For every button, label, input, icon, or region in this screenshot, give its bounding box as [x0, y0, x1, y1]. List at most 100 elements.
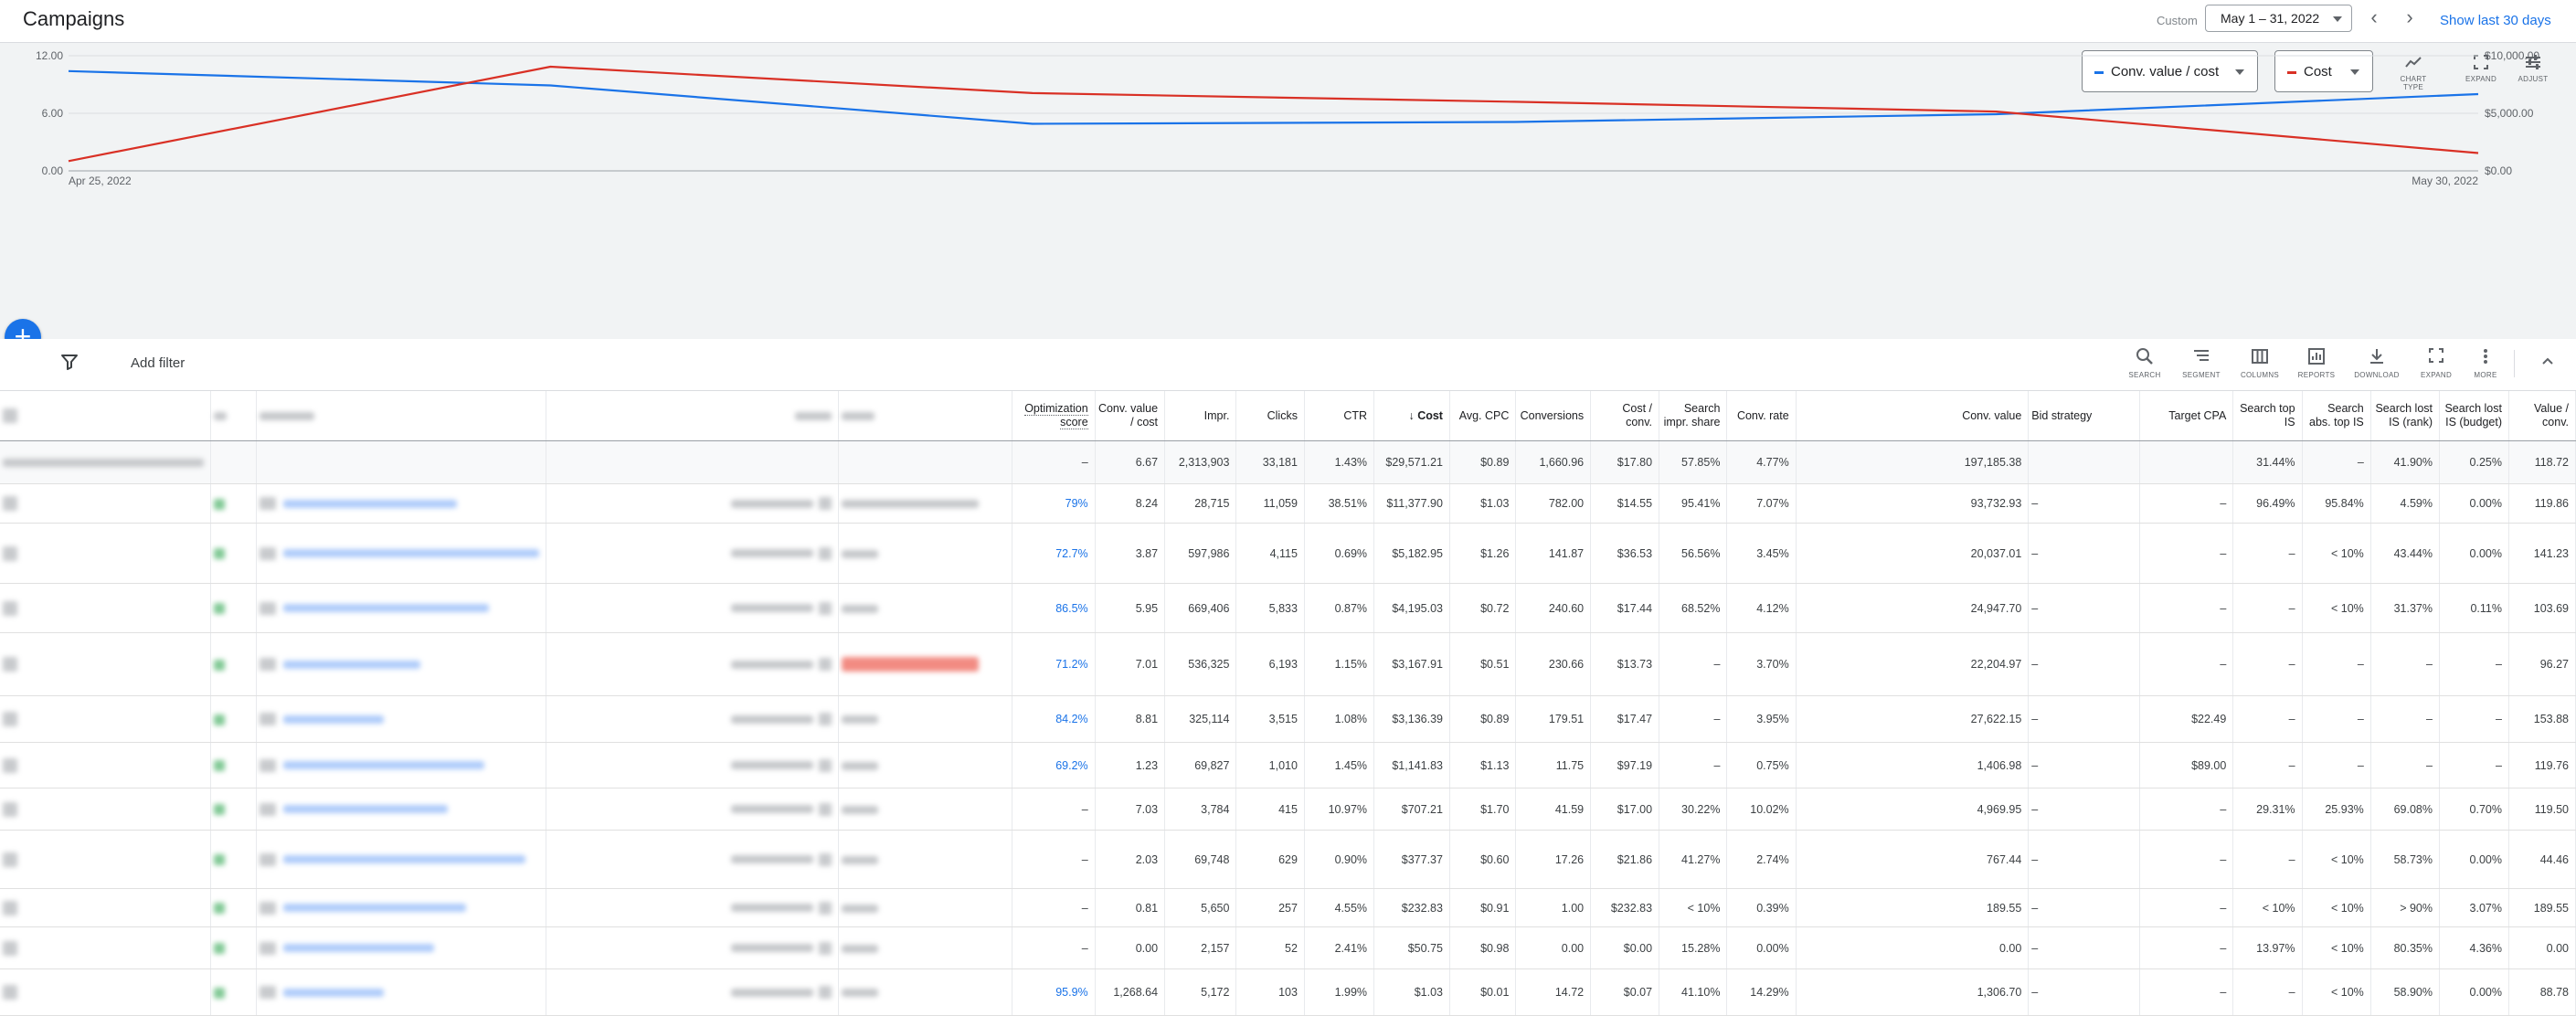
table-search-button[interactable]: SEARCH: [2119, 347, 2170, 379]
data-cell: –: [2233, 743, 2302, 788]
data-cell: 782.00: [1516, 484, 1591, 524]
campaign-name-cell[interactable]: [256, 927, 546, 969]
data-cell[interactable]: 84.2%: [1012, 696, 1095, 743]
column-header[interactable]: Clicks: [1236, 391, 1305, 441]
show-last-30-days-link[interactable]: Show last 30 days: [2440, 13, 2551, 28]
column-header[interactable]: CTR: [1304, 391, 1373, 441]
budget-header-cell[interactable]: [546, 391, 839, 441]
table-expand-button[interactable]: EXPAND: [2411, 347, 2462, 379]
data-cell: 0.00%: [2440, 969, 2509, 1016]
column-header[interactable]: Avg. CPC: [1449, 391, 1515, 441]
data-cell: 325,114: [1165, 696, 1236, 743]
column-header[interactable]: Target CPA: [2139, 391, 2232, 441]
campaign-name-cell[interactable]: [256, 743, 546, 788]
data-cell: 4.59%: [2370, 484, 2439, 524]
column-header[interactable]: Conv. value: [1796, 391, 2029, 441]
data-cell: 44.46: [2508, 831, 2575, 889]
campaign-name-cell[interactable]: [256, 969, 546, 1016]
column-header[interactable]: ↓ Cost: [1374, 391, 1450, 441]
row-checkbox-cell[interactable]: [0, 696, 211, 743]
left-axis-tick-label: 6.00: [42, 107, 64, 120]
column-header[interactable]: Conv. rate: [1727, 391, 1796, 441]
data-cell: –: [2440, 633, 2509, 696]
row-checkbox-cell[interactable]: [0, 524, 211, 584]
column-header[interactable]: Search impr. share: [1659, 391, 1727, 441]
row-checkbox-cell[interactable]: [0, 484, 211, 524]
column-header[interactable]: Search abs. top IS: [2302, 391, 2370, 441]
chevron-left-icon[interactable]: ‹: [2364, 7, 2384, 29]
column-header[interactable]: Bid strategy: [2029, 391, 2140, 441]
row-checkbox-cell[interactable]: [0, 831, 211, 889]
data-cell: 88.78: [2508, 969, 2575, 1016]
column-header[interactable]: Conv. value / cost: [1095, 391, 1164, 441]
row-checkbox-cell[interactable]: [0, 743, 211, 788]
data-cell: 0.00: [1095, 927, 1164, 969]
data-cell[interactable]: 71.2%: [1012, 633, 1095, 696]
row-checkbox-cell[interactable]: [0, 889, 211, 927]
campaign-name-cell[interactable]: [256, 524, 546, 584]
column-header[interactable]: Search lost IS (rank): [2370, 391, 2439, 441]
column-header[interactable]: Value / conv.: [2508, 391, 2575, 441]
row-checkbox-cell[interactable]: [0, 788, 211, 831]
total-label-cell[interactable]: [0, 441, 211, 484]
campaign-name-cell[interactable]: [256, 889, 546, 927]
filter-icon[interactable]: [60, 353, 80, 373]
row-checkbox-cell[interactable]: [0, 969, 211, 1016]
data-cell[interactable]: 69.2%: [1012, 743, 1095, 788]
column-header[interactable]: Search top IS: [2233, 391, 2302, 441]
row-checkbox-cell[interactable]: [0, 584, 211, 633]
campaign-name-cell[interactable]: [256, 831, 546, 889]
campaign-name-cell[interactable]: [256, 584, 546, 633]
chevron-right-icon[interactable]: ›: [2400, 7, 2420, 29]
data-cell: 257: [1236, 889, 1305, 927]
table-reports-button[interactable]: REPORTS: [2291, 347, 2342, 379]
date-range-picker[interactable]: May 1 – 31, 2022: [2205, 5, 2352, 32]
chevron-up-icon[interactable]: [2538, 353, 2558, 373]
table-download-button[interactable]: DOWNLOAD: [2351, 347, 2402, 379]
table-more-button[interactable]: MORE: [2460, 347, 2511, 379]
column-header[interactable]: Search lost IS (budget): [2440, 391, 2509, 441]
status-text-cell: [839, 831, 1012, 889]
data-cell: 52: [1236, 927, 1305, 969]
select-all-checkbox-cell[interactable]: [0, 391, 211, 441]
campaign-name-cell[interactable]: [256, 788, 546, 831]
data-cell: 141.23: [2508, 524, 2575, 584]
data-cell: –: [2233, 584, 2302, 633]
table-columns-button[interactable]: COLUMNS: [2234, 347, 2285, 379]
column-header[interactable]: Impr.: [1165, 391, 1236, 441]
date-range-value: May 1 – 31, 2022: [2221, 11, 2319, 26]
campaign-name-cell[interactable]: [256, 484, 546, 524]
campaign-header-cell[interactable]: [256, 391, 546, 441]
column-header[interactable]: Conversions: [1516, 391, 1591, 441]
status-text-header-cell[interactable]: [839, 391, 1012, 441]
column-header[interactable]: Cost / conv.: [1591, 391, 1659, 441]
data-cell: < 10%: [1659, 889, 1727, 927]
total-label-cell[interactable]: [256, 441, 546, 484]
data-cell[interactable]: 72.7%: [1012, 524, 1095, 584]
data-cell[interactable]: 95.9%: [1012, 969, 1095, 1016]
data-cell: $0.72: [1449, 584, 1515, 633]
data-cell: 0.00%: [2440, 524, 2509, 584]
data-cell[interactable]: 86.5%: [1012, 584, 1095, 633]
table-segment-button[interactable]: SEGMENT: [2176, 347, 2227, 379]
data-cell: –: [2302, 633, 2370, 696]
data-cell: 10.97%: [1304, 788, 1373, 831]
campaign-name-cell[interactable]: [256, 696, 546, 743]
campaign-name-cell[interactable]: [256, 633, 546, 696]
data-cell[interactable]: 79%: [1012, 484, 1095, 524]
row-checkbox-cell[interactable]: [0, 927, 211, 969]
add-filter-button[interactable]: Add filter: [131, 355, 185, 371]
column-header[interactable]: Optimization score: [1012, 391, 1095, 441]
row-checkbox-cell[interactable]: [0, 633, 211, 696]
